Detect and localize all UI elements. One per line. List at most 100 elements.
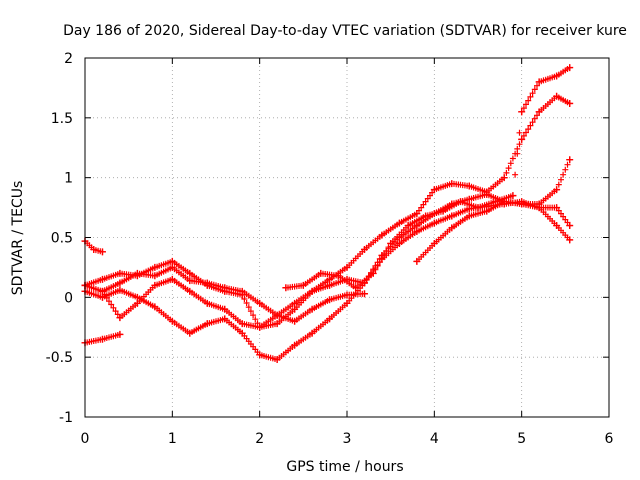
data-point <box>116 286 124 294</box>
data-point <box>308 287 316 295</box>
data-point <box>133 272 141 280</box>
data-point <box>483 188 491 196</box>
y-tick-label: 0 <box>64 290 73 306</box>
plot-frame <box>84 57 610 418</box>
data-point <box>116 279 124 287</box>
data-point <box>343 263 351 271</box>
data-point <box>430 186 438 194</box>
data-point <box>203 299 211 307</box>
data-point <box>98 248 106 256</box>
data-point <box>186 269 194 277</box>
data-point <box>291 341 299 349</box>
data-point <box>500 198 508 206</box>
data-point <box>221 305 229 313</box>
x-tick-label: 5 <box>517 431 526 447</box>
data-point <box>221 287 229 295</box>
data-point <box>483 207 491 215</box>
data-point <box>378 231 386 239</box>
data-point <box>256 299 264 307</box>
data-point <box>553 186 561 194</box>
data-point <box>273 320 281 328</box>
x-tick-label: 2 <box>255 431 264 447</box>
data-point <box>98 335 106 343</box>
data-point <box>203 281 211 289</box>
data-point <box>326 315 334 323</box>
y-tick-label: 2 <box>64 51 73 67</box>
data-point <box>308 305 316 313</box>
data-point <box>360 245 368 253</box>
data-point <box>186 277 194 285</box>
data-point <box>553 204 561 212</box>
data-point <box>116 330 124 338</box>
data-point <box>465 182 473 190</box>
data-point <box>317 269 325 277</box>
data-point <box>151 303 159 311</box>
x-tick-label: 4 <box>430 431 439 447</box>
data-point <box>413 257 421 265</box>
data-point <box>535 108 543 116</box>
data-point <box>457 198 465 206</box>
data-point <box>98 287 106 295</box>
chart-title: Day 186 of 2020, Sidereal Day-to-day VTE… <box>63 23 627 39</box>
data-point <box>430 219 438 227</box>
data-point <box>369 269 377 277</box>
y-tick-label: 1.5 <box>51 111 73 127</box>
data-point <box>291 317 299 325</box>
data-point <box>430 239 438 247</box>
series-arc-8 <box>413 156 574 265</box>
data-point <box>203 320 211 328</box>
data-point <box>151 263 159 271</box>
data-point <box>474 204 482 212</box>
x-axis-label: GPS time / hours <box>286 459 403 475</box>
data-point <box>509 192 517 200</box>
series-arc-1 <box>81 237 106 256</box>
data-point <box>256 323 264 331</box>
data-point <box>448 212 456 220</box>
x-tick-label: 0 <box>81 431 90 447</box>
data-point <box>291 305 299 313</box>
data-point <box>518 108 526 116</box>
data-point <box>566 156 574 164</box>
data-point <box>343 291 351 299</box>
data-point <box>133 293 141 301</box>
data-point <box>133 299 141 307</box>
data-point <box>168 317 176 325</box>
data-point <box>151 272 159 280</box>
data-point <box>395 219 403 227</box>
data-point <box>535 200 543 208</box>
data-point <box>566 99 574 107</box>
data-point <box>334 272 342 280</box>
data-point <box>422 212 430 220</box>
data-point <box>98 275 106 283</box>
data-point <box>168 275 176 283</box>
y-tick-label: 1 <box>64 171 73 187</box>
data-point <box>273 356 281 364</box>
data-point <box>238 291 246 299</box>
data-point <box>387 239 395 247</box>
data-point <box>116 269 124 277</box>
data-point <box>448 180 456 188</box>
data-point <box>413 210 421 218</box>
data-point <box>116 314 124 322</box>
data-point <box>238 320 246 328</box>
x-tick-label: 1 <box>168 431 177 447</box>
data-point <box>221 315 229 323</box>
data-point <box>465 212 473 220</box>
data-point <box>566 64 574 72</box>
data-point <box>326 296 334 304</box>
x-tick-label: 6 <box>605 431 614 447</box>
data-point <box>553 72 561 80</box>
y-tick-label: -1 <box>59 410 73 426</box>
data-point <box>291 299 299 307</box>
data-point <box>566 236 574 244</box>
data-point <box>168 263 176 271</box>
y-tick-label: 0.5 <box>51 231 73 247</box>
data-point <box>465 195 473 203</box>
data-point <box>186 329 194 337</box>
x-tick-label: 3 <box>343 431 352 447</box>
data-point <box>343 299 351 307</box>
data-point <box>535 78 543 86</box>
data-point <box>413 228 421 236</box>
data-point <box>326 281 334 289</box>
